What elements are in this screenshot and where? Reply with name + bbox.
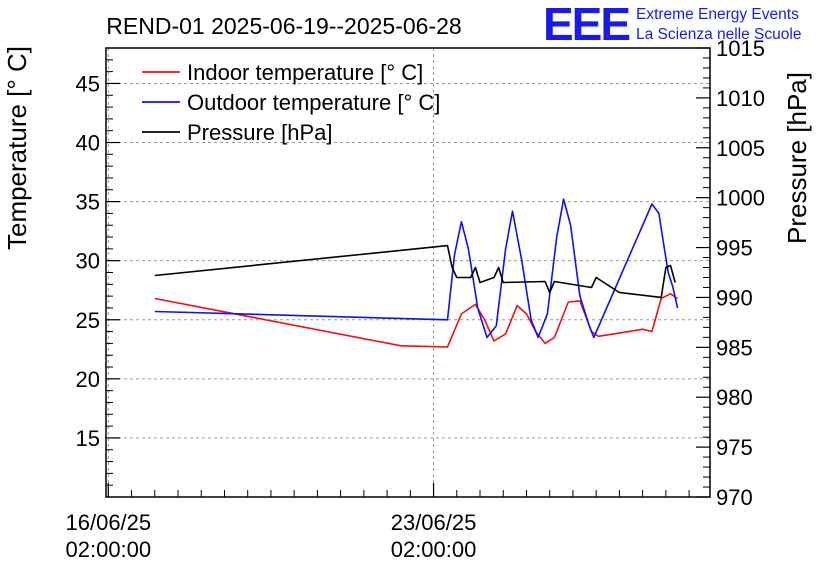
series-line-1 [154, 292, 678, 348]
logo-mark: EEE [543, 0, 629, 50]
y2-tick-label: 990 [716, 285, 753, 310]
x-tick-time: 02:00:00 [391, 537, 477, 562]
legend-entry: Outdoor temperature [° C] [187, 90, 440, 115]
y-tick-label: 20 [76, 367, 100, 392]
legend-entry: Indoor temperature [° C] [187, 60, 423, 85]
y-tick-label: 30 [76, 249, 100, 274]
y2-tick-label: 1000 [716, 186, 765, 211]
legend: Indoor temperature [° C] Outdoor temperat… [142, 60, 440, 145]
eee-logo: EEE Extreme Energy Events La Scienza nel… [543, 0, 801, 50]
y-axis-right: 970 975 980 985 990 995 1000 1005 1010 1015 [696, 36, 765, 510]
y2-tick-label: 975 [716, 435, 753, 460]
y-tick-label: 40 [76, 131, 100, 156]
y2-tick-label: 1010 [716, 86, 765, 111]
legend-entry: Pressure [hPa] [187, 120, 333, 145]
grid [106, 48, 710, 497]
y2-axis-title: Pressure [hPa] [782, 72, 812, 244]
y2-tick-label: 1015 [716, 36, 765, 61]
y-tick-label: 25 [76, 308, 100, 333]
series-group [154, 198, 679, 348]
chart-title: REND-01 2025-06-19--2025-06-28 [106, 13, 461, 39]
y2-tick-label: 970 [716, 485, 753, 510]
y-tick-label: 35 [76, 190, 100, 215]
series-line-3 [154, 244, 676, 299]
plot-frame [105, 47, 711, 498]
y2-tick-label: 995 [716, 236, 753, 261]
x-tick-date: 23/06/25 [391, 510, 477, 535]
y-axis-title: Temperature [° C] [2, 46, 32, 250]
x-tick-time: 02:00:00 [66, 537, 152, 562]
y2-tick-label: 980 [716, 385, 753, 410]
logo-line1: Extreme Energy Events [636, 6, 799, 23]
y2-tick-label: 1005 [716, 136, 765, 161]
logo-line2: La Scienza nelle Scuole [636, 26, 801, 43]
y-axis-left: 15 20 25 30 35 40 45 [76, 47, 120, 486]
x-tick-date: 16/06/25 [66, 510, 152, 535]
y-tick-label: 15 [76, 426, 100, 451]
series-line-2 [154, 198, 679, 339]
y-tick-label: 45 [76, 71, 100, 96]
y2-tick-label: 985 [716, 335, 753, 360]
